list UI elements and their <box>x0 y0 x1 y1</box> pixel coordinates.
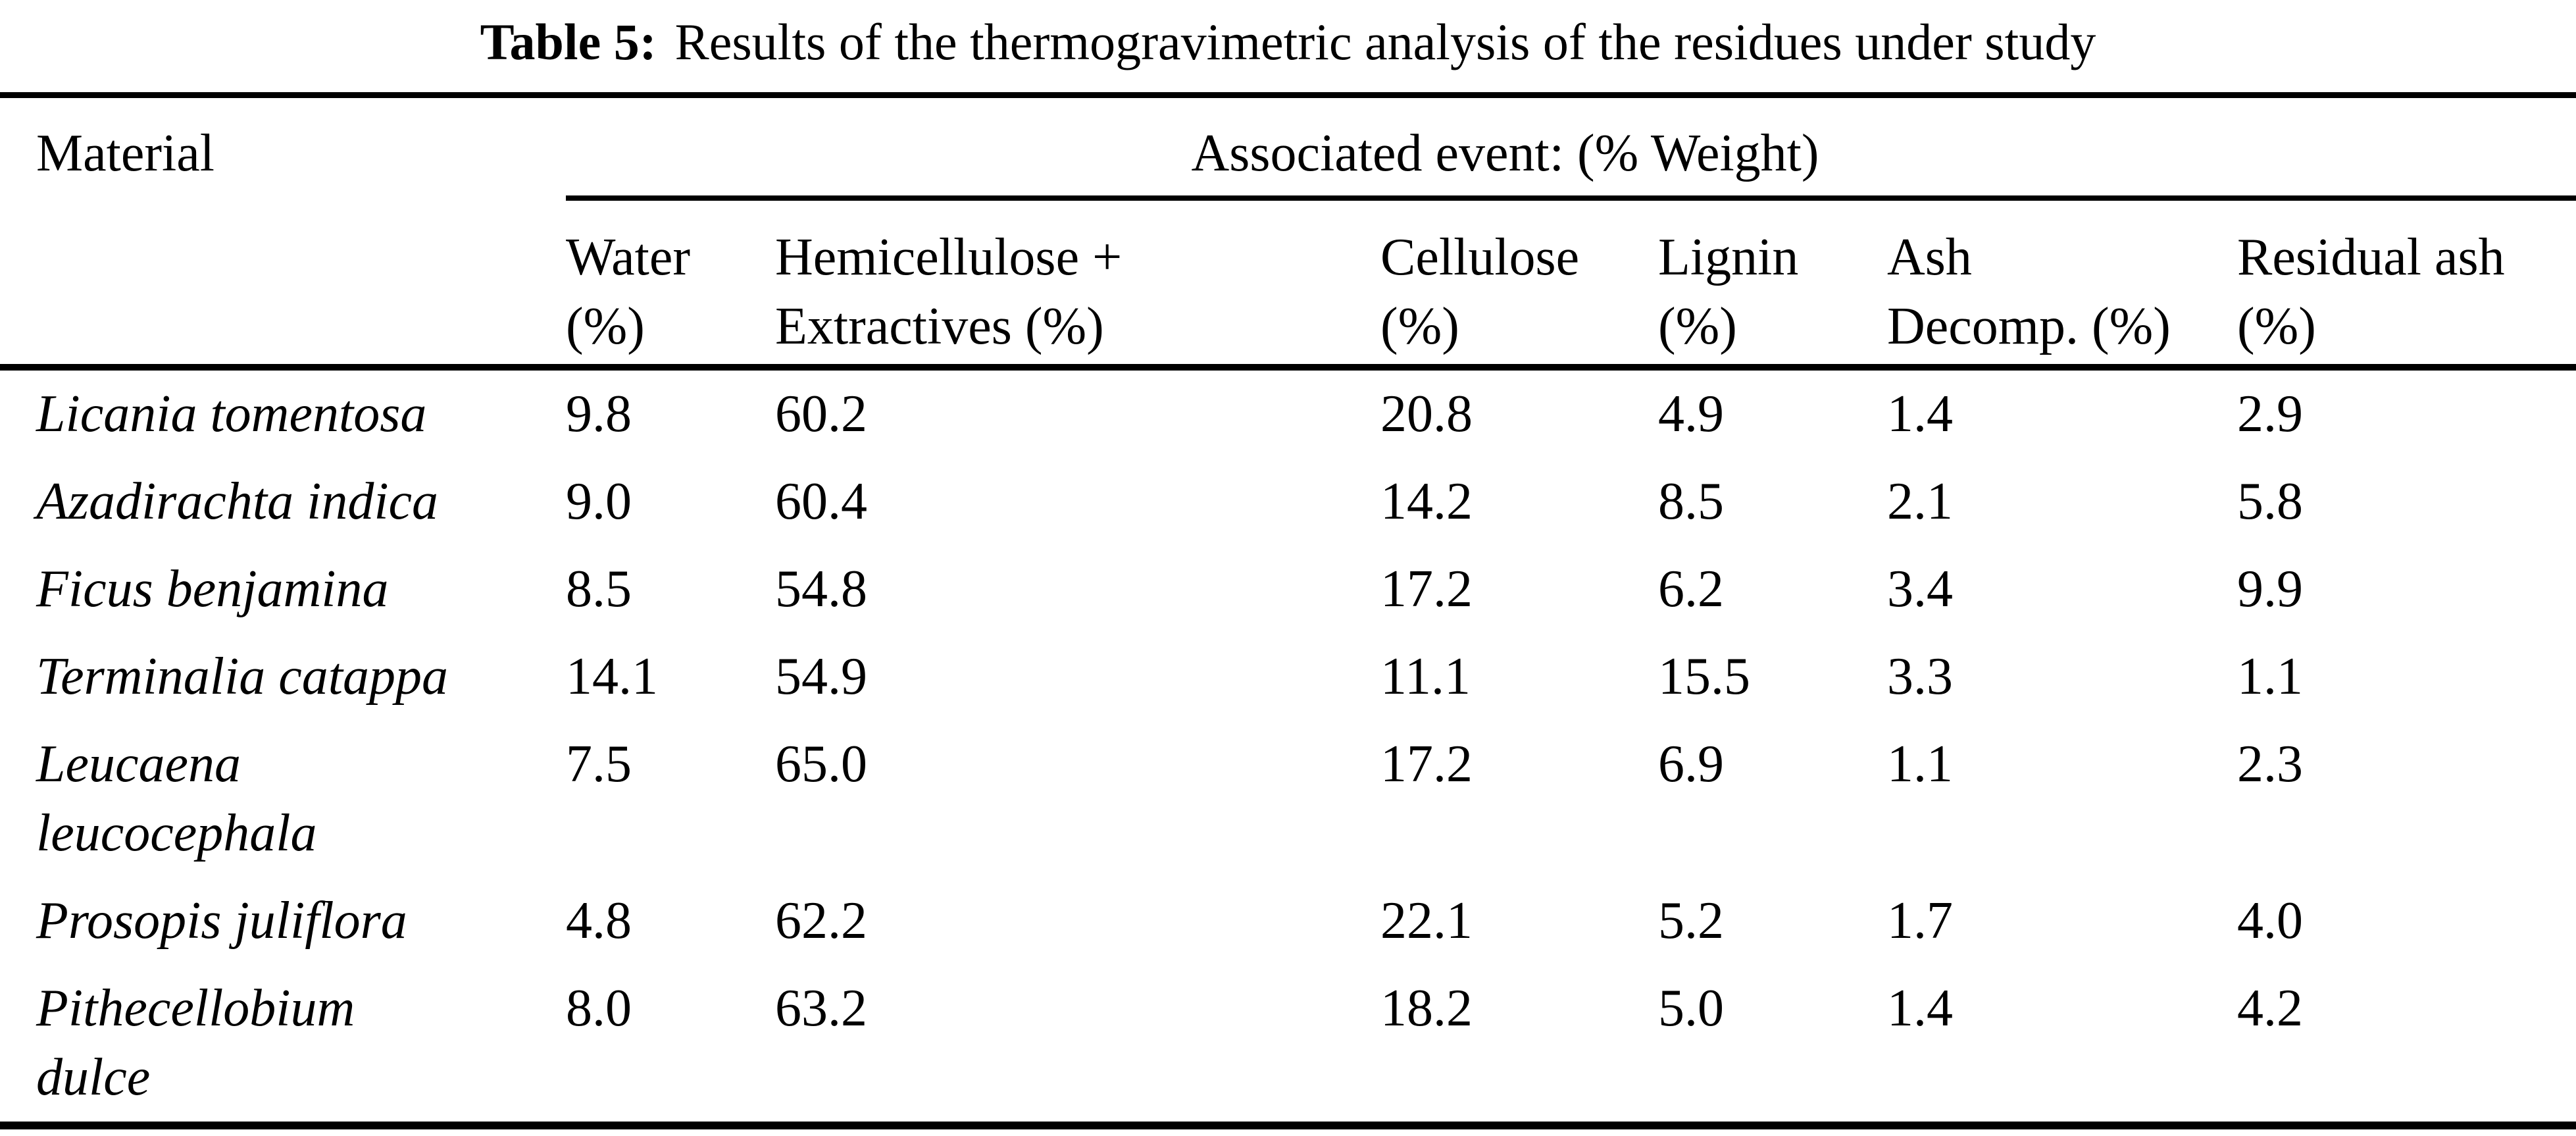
column-header-line: Hemicellulose + <box>775 228 1123 286</box>
header-row-spanner: Material Associated event: (% Weight) <box>0 95 2576 201</box>
table-title-text: Results of the thermogravimetric analysi… <box>674 13 2096 70</box>
material-cell: Terminalia catappa <box>0 633 566 721</box>
value-cell: 1.7 <box>1887 892 1953 950</box>
column-header-line: (%) <box>1380 297 1459 355</box>
value-cell: 17.2 <box>1380 735 1473 793</box>
material-name: Prosopis juliflora <box>36 892 407 950</box>
column-header-ash-decomp: Ash Decomp. (%) <box>1887 198 2237 371</box>
value-cell: 1.1 <box>2237 648 2303 706</box>
value-cell: 18.2 <box>1380 979 1473 1037</box>
table-title-label: Table 5: <box>480 13 657 70</box>
value-cell: 14.2 <box>1380 473 1473 530</box>
value-cell: 1.4 <box>1887 385 1953 443</box>
column-header-material: Material <box>36 124 215 182</box>
value-cell: 54.8 <box>775 560 867 618</box>
material-name: dulce <box>36 1048 151 1106</box>
value-cell: 4.9 <box>1658 385 1724 443</box>
column-header-line: (%) <box>2237 297 2316 355</box>
material-cell: Licania tomentosa <box>0 367 566 458</box>
column-header-line: (%) <box>566 297 645 355</box>
column-header-line: Extractives (%) <box>775 297 1104 355</box>
value-cell: 9.8 <box>566 385 632 443</box>
table-row: Leucaena leucocephala 7.5 65.0 17.2 6.9 1… <box>0 721 2576 877</box>
column-header-line: Cellulose <box>1380 228 1580 286</box>
value-cell: 6.2 <box>1658 560 1724 618</box>
table-row: Prosopis juliflora 4.8 62.2 22.1 5.2 1.7… <box>0 877 2576 965</box>
value-cell: 3.4 <box>1887 560 1953 618</box>
data-table: Material Associated event: (% Weight) Wa… <box>0 92 2576 1129</box>
value-cell: 1.4 <box>1887 979 1953 1037</box>
value-cell: 54.9 <box>775 648 867 706</box>
value-cell: 62.2 <box>775 892 867 950</box>
material-cell: Pithecellobium dulce <box>0 965 566 1125</box>
material-name: Leucaena <box>36 735 241 793</box>
value-cell: 5.8 <box>2237 473 2303 530</box>
value-cell: 9.0 <box>566 473 632 530</box>
value-cell: 2.3 <box>2237 735 2303 793</box>
value-cell: 20.8 <box>1380 385 1473 443</box>
material-cell: Leucaena leucocephala <box>0 721 566 877</box>
table-body: Licania tomentosa 9.8 60.2 20.8 4.9 1.4 … <box>0 367 2576 1125</box>
value-cell: 15.5 <box>1658 648 1750 706</box>
value-cell: 4.0 <box>2237 892 2303 950</box>
material-cell: Ficus benjamina <box>0 546 566 633</box>
value-cell: 65.0 <box>775 735 867 793</box>
table-row: Terminalia catappa 14.1 54.9 11.1 15.5 3… <box>0 633 2576 721</box>
value-cell: 7.5 <box>566 735 632 793</box>
value-cell: 60.2 <box>775 385 867 443</box>
value-cell: 2.9 <box>2237 385 2303 443</box>
material-name: Ficus benjamina <box>36 560 389 618</box>
value-cell: 9.9 <box>2237 560 2303 618</box>
column-header-empty <box>0 198 566 371</box>
material-cell: Prosopis juliflora <box>0 877 566 965</box>
value-cell: 22.1 <box>1380 892 1473 950</box>
column-header-line: Lignin <box>1658 228 1799 286</box>
material-name: Terminalia catappa <box>36 648 448 706</box>
table-row: Pithecellobium dulce 8.0 63.2 18.2 5.0 1.… <box>0 965 2576 1125</box>
column-header-line: (%) <box>1658 297 1737 355</box>
column-header-residual-ash: Residual ash (%) <box>2237 198 2576 371</box>
column-header-line: Decomp. (%) <box>1887 297 2171 355</box>
spanner-header: Associated event: (% Weight) <box>566 95 2576 201</box>
value-cell: 4.2 <box>2237 979 2303 1037</box>
value-cell: 63.2 <box>775 979 867 1037</box>
value-cell: 60.4 <box>775 473 867 530</box>
column-header-line: Residual ash <box>2237 228 2505 286</box>
material-cell: Azadirachta indica <box>0 458 566 546</box>
material-name: Licania tomentosa <box>36 385 427 443</box>
column-header-line: Ash <box>1887 228 1972 286</box>
value-cell: 5.2 <box>1658 892 1724 950</box>
value-cell: 8.5 <box>566 560 632 618</box>
column-header-line: Water <box>566 228 690 286</box>
table-row: Ficus benjamina 8.5 54.8 17.2 6.2 3.4 9.… <box>0 546 2576 633</box>
value-cell: 5.0 <box>1658 979 1724 1037</box>
table-header: Material Associated event: (% Weight) Wa… <box>0 95 2576 371</box>
table-row: Licania tomentosa 9.8 60.2 20.8 4.9 1.4 … <box>0 367 2576 458</box>
value-cell: 6.9 <box>1658 735 1724 793</box>
material-name: Pithecellobium <box>36 979 355 1037</box>
value-cell: 1.1 <box>1887 735 1953 793</box>
value-cell: 8.5 <box>1658 473 1724 530</box>
column-header-water: Water (%) <box>566 198 775 371</box>
value-cell: 8.0 <box>566 979 632 1037</box>
material-name: leucocephala <box>36 804 317 862</box>
header-row-columns: Water (%) Hemicellulose + Extractives (%… <box>0 198 2576 371</box>
value-cell: 3.3 <box>1887 648 1953 706</box>
column-header-hemicellulose: Hemicellulose + Extractives (%) <box>775 198 1380 371</box>
value-cell: 17.2 <box>1380 560 1473 618</box>
value-cell: 4.8 <box>566 892 632 950</box>
value-cell: 14.1 <box>566 648 658 706</box>
material-name: Azadirachta indica <box>36 473 439 530</box>
table-title: Table 5: Results of the thermogravimetric… <box>0 3 2576 82</box>
column-header-cellulose: Cellulose (%) <box>1380 198 1658 371</box>
column-header-lignin: Lignin (%) <box>1658 198 1887 371</box>
value-cell: 2.1 <box>1887 473 1953 530</box>
value-cell: 11.1 <box>1380 648 1471 706</box>
table-row: Azadirachta indica 9.0 60.4 14.2 8.5 2.1… <box>0 458 2576 546</box>
